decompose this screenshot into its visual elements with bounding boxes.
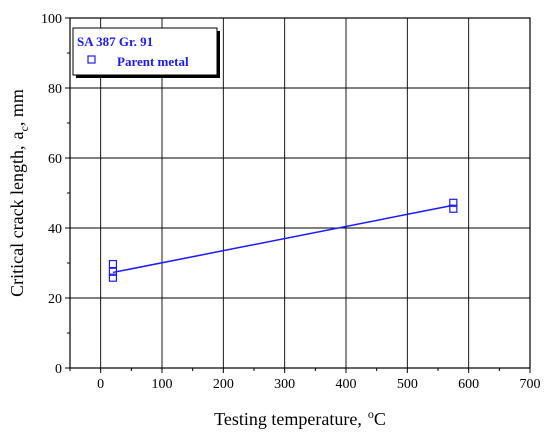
x-tick-label: 500	[397, 377, 418, 392]
x-axis-ticks: 0 100 200 300 400 500 600 700	[69, 368, 541, 392]
y-tick-label: 60	[48, 152, 62, 167]
y-tick-label: 0	[55, 362, 62, 377]
data-point	[449, 198, 458, 207]
legend-marker	[87, 55, 96, 64]
x-tick-label: 300	[274, 377, 295, 392]
y-tick-label: 40	[48, 222, 62, 237]
legend-box	[72, 27, 218, 76]
y-tick-label: 100	[41, 12, 62, 27]
x-tick-label: 400	[336, 377, 357, 392]
legend: SA 387 Gr. 91 Parent metal	[72, 27, 220, 78]
fit-line	[112, 204, 454, 274]
data-point	[108, 259, 118, 269]
data-point	[108, 273, 118, 282]
x-tick-label: 100	[152, 377, 173, 392]
legend-entry-label: Parent metal	[117, 54, 189, 69]
x-tick-label: 200	[213, 377, 234, 392]
data-points	[108, 198, 458, 282]
x-tick-label: 0	[97, 377, 104, 392]
y-tick-label: 20	[48, 292, 62, 307]
x-axis-title: Testing temperature, oC	[214, 407, 386, 429]
x-tick-label: 600	[458, 377, 479, 392]
y-tick-label: 80	[48, 82, 62, 97]
data-point	[449, 204, 458, 213]
data-point	[108, 267, 118, 276]
legend-title: SA 387 Gr. 91	[77, 34, 153, 49]
y-axis-title: Critical crack length,ac, mm	[7, 89, 31, 297]
y-axis-ticks: 0 20 40 60 80 100	[41, 12, 70, 377]
x-tick-label: 700	[520, 377, 541, 392]
